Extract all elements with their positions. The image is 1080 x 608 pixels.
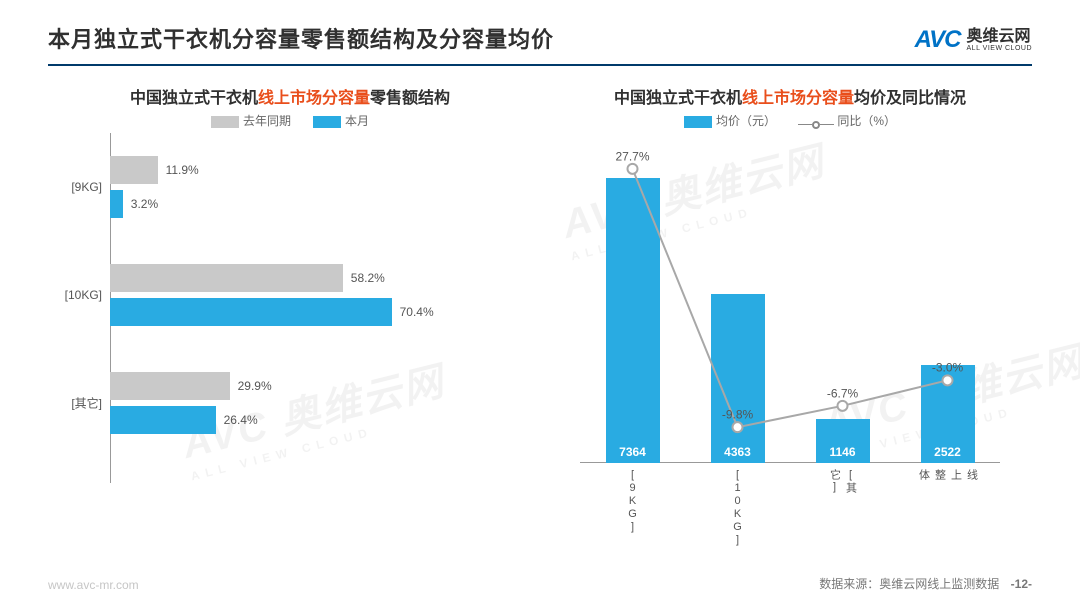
right-chart-title: 中国独立式干衣机线上市场分容量均价及同比情况 [540,84,1040,108]
left-plot-area: [9KG] 11.9% 3.2% [10KG] 58.2% 70.4% [其它] 29.9% 2… [40,133,540,493]
legend-item-this-month: 本月 [313,112,369,129]
category-label: [10KG] [38,288,102,302]
bar-group: [10KG]58.2%70.4% [110,241,510,349]
bar-last-year: 58.2% [110,264,343,292]
bar-last-year: 29.9% [110,372,230,400]
category-label: [9KG] [38,180,102,194]
legend-label: 均价（元） [716,114,776,128]
yoy-line [580,153,1000,463]
left-legend: 去年同期 本月 [40,112,540,129]
legend-label: 同比（%） [837,114,896,128]
legend-swatch [684,116,712,128]
bar-this-month: 70.4% [110,298,392,326]
bar-group: [9KG]11.9%3.2% [110,133,510,241]
bar-this-month: 3.2% [110,190,123,218]
logo-text-cn: 奥维云网 [967,29,1032,45]
legend-label: 去年同期 [243,114,291,128]
logo-mark: AVC [915,26,961,54]
bar-last-year: 11.9% [110,156,158,184]
yoy-value-label: -9.8% [722,408,753,422]
right-chart: 中国独立式干衣机线上市场分容量均价及同比情况 均价（元） 同比（%） 7364[… [540,76,1040,546]
yoy-value-label: -6.7% [827,386,858,400]
right-legend: 均价（元） 同比（%） [540,112,1040,129]
page-number: -12- [1011,577,1032,591]
legend-swatch [313,116,341,128]
category-label: [其它] [38,395,102,412]
title-part: 均价及同比情况 [854,90,966,107]
left-chart: 中国独立式干衣机线上市场分容量零售额结构 去年同期 本月 [9KG] 11.9% 3… [40,76,540,546]
legend-item-last-year: 去年同期 [211,112,291,129]
right-plot-area: 7364[9KG]4363[10KG]1146[其它]2522线上整体 27.7… [560,133,1020,503]
title-emphasis: 线上市场分容量 [258,90,370,107]
bar-value-label: 26.4% [224,413,258,427]
legend-line-swatch [798,121,834,129]
bar-value-label: 11.9% [166,163,199,177]
x-category-label: [其它] [827,469,859,494]
logo-text-en: ALL VIEW CLOUD [967,45,1032,52]
title-part: 中国独立式干衣机 [614,90,742,107]
header: 本月独立式干衣机分容量零售额结构及分容量均价 AVC 奥维云网 ALL VIEW… [0,0,1080,64]
brand-logo: AVC 奥维云网 ALL VIEW CLOUD [915,26,1032,54]
bar-group: [其它]29.9%26.4% [110,349,510,457]
bar-value-label: 29.9% [238,379,272,393]
legend-swatch [211,116,239,128]
legend-item-yoy: 同比（%） [798,112,896,129]
footer-source: 数据来源：奥维云网线上监测数据 -12- [819,575,1032,592]
source-label: 数据来源：奥维云网线上监测数据 [819,577,999,591]
x-category-label: [9KG] [627,469,639,534]
bar-value-label: 58.2% [351,271,385,285]
legend-item-price: 均价（元） [684,112,776,129]
footer-url: www.avc-mr.com [48,578,139,592]
yoy-value-label: 27.7% [615,149,649,163]
yoy-value-label: -3.0% [932,361,963,375]
bar-value-label: 3.2% [131,197,158,211]
legend-label: 本月 [345,114,369,128]
title-part: 中国独立式干衣机 [130,90,258,107]
page-title: 本月独立式干衣机分容量零售额结构及分容量均价 [48,22,554,54]
bar-this-month: 26.4% [110,406,216,434]
left-chart-title: 中国独立式干衣机线上市场分容量零售额结构 [40,84,540,108]
x-category-label: 线上整体 [916,469,980,481]
x-category-label: [10KG] [732,469,744,547]
title-part: 零售额结构 [370,90,450,107]
bar-value-label: 70.4% [400,305,434,319]
title-emphasis: 线上市场分容量 [742,90,854,107]
